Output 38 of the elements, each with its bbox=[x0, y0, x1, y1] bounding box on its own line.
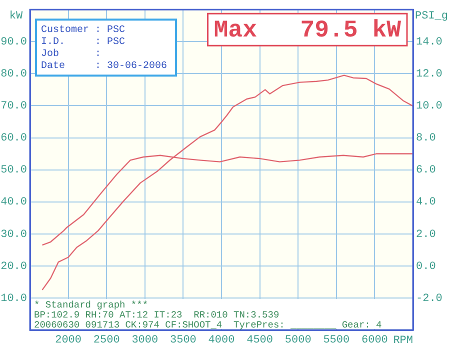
x-tick-label: 4500 bbox=[246, 334, 274, 347]
annotation: Date : 30-06-2006 bbox=[41, 61, 168, 72]
y-tick-label: 70.0 bbox=[0, 100, 27, 113]
y-tick-label: 40.0 bbox=[0, 196, 27, 209]
annotation: Job : bbox=[41, 48, 102, 60]
y2-tick-label: -2.0 bbox=[416, 292, 442, 305]
x-axis-title: RPM bbox=[393, 334, 413, 347]
x-tick-label: 3500 bbox=[170, 334, 196, 347]
x-tick-label: 3000 bbox=[132, 334, 158, 347]
annotation: 20060630 091713 CK:974 CF:SHOOT_4 TyrePres: ________ Gear: 4 bbox=[34, 319, 382, 330]
y2-axis-title: PSI_g bbox=[414, 10, 448, 23]
annotation: I.D. : PSC bbox=[41, 37, 126, 48]
y2-tick-label: 14.0 bbox=[416, 36, 442, 49]
x-tick-label: 4000 bbox=[208, 334, 235, 347]
annotation: Max 79.5 kW bbox=[214, 18, 402, 45]
x-tick-label: 2000 bbox=[55, 334, 82, 347]
y-tick-label: 30.0 bbox=[0, 228, 27, 241]
y-tick-label: 10.0 bbox=[0, 292, 27, 305]
y-tick-label: 50.0 bbox=[0, 164, 27, 177]
y-tick-label: 20.0 bbox=[0, 260, 27, 273]
annotation: BP:102.9 RH:70 AT:12 IT:23 RR:010 TN:3.539 bbox=[34, 309, 280, 320]
x-tick-label: 2500 bbox=[93, 334, 120, 347]
y-tick-label: 80.0 bbox=[0, 68, 27, 81]
x-tick-label: 5000 bbox=[284, 334, 312, 347]
y-tick-label: 90.0 bbox=[0, 36, 27, 49]
x-tick-label: 6000 bbox=[361, 334, 388, 347]
y-tick-label: 60.0 bbox=[0, 132, 27, 145]
y2-tick-label: 6.0 bbox=[416, 164, 436, 177]
y2-tick-label: 8.0 bbox=[416, 132, 436, 145]
x-tick-label: 5500 bbox=[323, 334, 350, 347]
y2-tick-label: 4.0 bbox=[416, 196, 436, 209]
annotation: * Standard graph *** bbox=[34, 299, 148, 310]
y-axis-title: kW bbox=[9, 10, 23, 23]
annotation: Customer : PSC bbox=[41, 25, 126, 36]
y2-tick-label: 2.0 bbox=[416, 228, 436, 241]
y2-tick-label: 12.0 bbox=[416, 68, 442, 81]
y2-tick-label: 0.0 bbox=[416, 260, 436, 273]
y2-tick-label: 10.0 bbox=[416, 100, 442, 113]
